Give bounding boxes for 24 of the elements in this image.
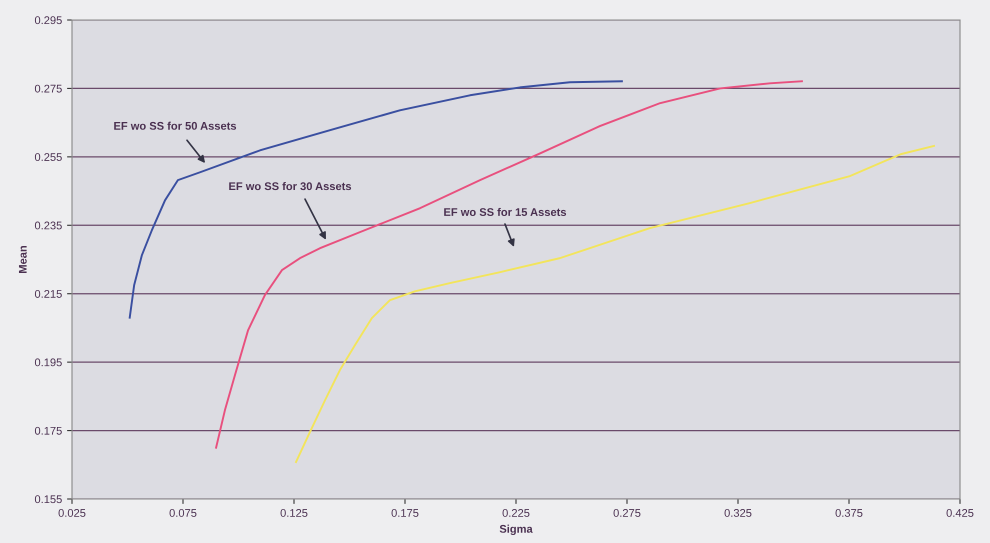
x-tick-label: 0.075: [170, 509, 196, 517]
line-series: [128, 80, 623, 319]
y-tick-label: 0.275: [34, 84, 62, 93]
y-tick-label: 0.195: [34, 358, 62, 366]
y-tick-label: 0.215: [34, 290, 62, 298]
annotation: EF wo SS for 50 Assets: [114, 122, 236, 130]
y-axis-title: Mean: [18, 246, 27, 273]
y-tick-label: 0.235: [34, 222, 62, 230]
x-axis-title: Sigma: [500, 524, 533, 536]
x-tick-label: 0.375: [836, 509, 862, 517]
annotation: EF wo SS for 15 Assets: [444, 208, 566, 216]
x-tick-label: 0.425: [946, 509, 974, 517]
y-tick-label: 0.155: [34, 495, 62, 504]
x-tick-label: 0.325: [724, 509, 752, 517]
y-tick-label: 0.175: [34, 426, 62, 435]
y-tick-label: 0.255: [34, 153, 62, 161]
x-tick-label: 0.225: [502, 509, 530, 517]
line-series: [295, 144, 935, 464]
x-tick-label: 0.175: [392, 509, 418, 517]
y-tick-label: 0.295: [34, 16, 62, 24]
annotation: EF wo SS for 30 Assets: [229, 182, 352, 190]
x-tick-label: 0.025: [58, 509, 86, 517]
x-tick-label: 0.125: [280, 509, 308, 517]
x-tick-label: 0.275: [614, 509, 640, 517]
